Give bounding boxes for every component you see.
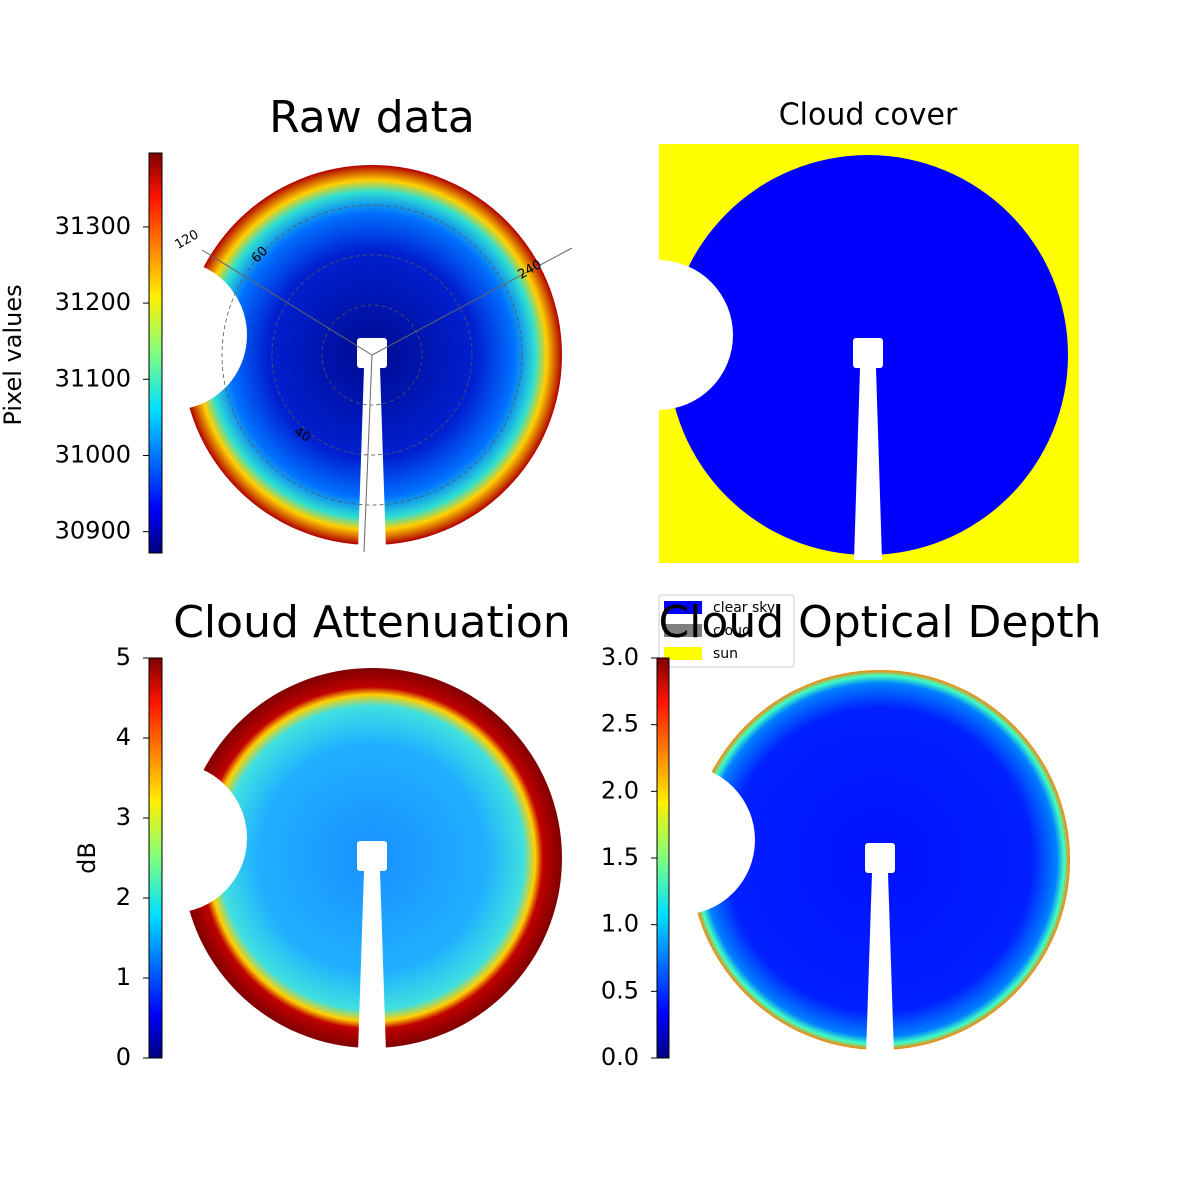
tick-label: 0 — [116, 1043, 131, 1071]
tick-label: 31100 — [55, 364, 131, 392]
legend-label: cloud — [713, 623, 751, 639]
legend-label: sun — [713, 646, 738, 662]
legend-label: clear sky — [713, 600, 775, 616]
mask — [172, 335, 202, 380]
mask — [658, 335, 688, 380]
tick-label: 0.0 — [601, 1043, 639, 1071]
polar-grid — [321, 304, 423, 406]
tick-label: 4 — [116, 723, 131, 751]
tick-label: 30900 — [55, 517, 131, 545]
tick-label: 1 — [116, 963, 131, 991]
tick-label: 5 — [116, 643, 131, 671]
colorbar — [148, 152, 163, 554]
colorbar — [148, 657, 163, 1059]
tick-label: 31000 — [55, 440, 131, 468]
mask — [357, 841, 387, 871]
tick-label: 2 — [116, 883, 131, 911]
mask — [854, 368, 882, 560]
mask — [866, 873, 894, 1055]
mask — [172, 838, 202, 883]
tick-label: 3.0 — [601, 643, 639, 671]
panel-title: Cloud Optical Depth — [658, 597, 1101, 648]
polar-axis — [371, 247, 573, 356]
polar-axis — [201, 249, 373, 356]
mask — [853, 338, 883, 368]
legend-swatch — [664, 624, 702, 637]
mask — [358, 368, 386, 550]
panel-title: Raw data — [269, 92, 475, 143]
mask — [357, 338, 387, 368]
panel-title: Cloud cover — [779, 98, 958, 133]
sky-image — [583, 155, 1068, 560]
legend-swatch — [664, 601, 702, 614]
polar-label: 40 — [291, 424, 313, 445]
tick-label: 1.0 — [601, 910, 639, 938]
tick-label: 2.5 — [601, 710, 639, 738]
tick-label: 3 — [116, 803, 131, 831]
polar-grid — [221, 204, 523, 506]
legend-swatch — [664, 647, 702, 660]
mask — [358, 871, 386, 1053]
mask — [680, 840, 710, 885]
tick-label: 2.0 — [601, 776, 639, 804]
colorbar — [656, 657, 670, 1059]
colorbar-label: dB — [73, 842, 101, 874]
tick-label: 31300 — [55, 212, 131, 240]
tick-label: 31200 — [55, 288, 131, 316]
polar-axis — [363, 354, 373, 553]
tick-label: 0.5 — [601, 976, 639, 1004]
panel-title: Cloud Attenuation — [173, 597, 571, 648]
tick-label: 1.5 — [601, 843, 639, 871]
mask — [865, 843, 895, 873]
polar-grid — [271, 254, 473, 456]
colorbar-label: Pixel values — [0, 284, 27, 425]
polar-label: 120 — [172, 227, 201, 252]
